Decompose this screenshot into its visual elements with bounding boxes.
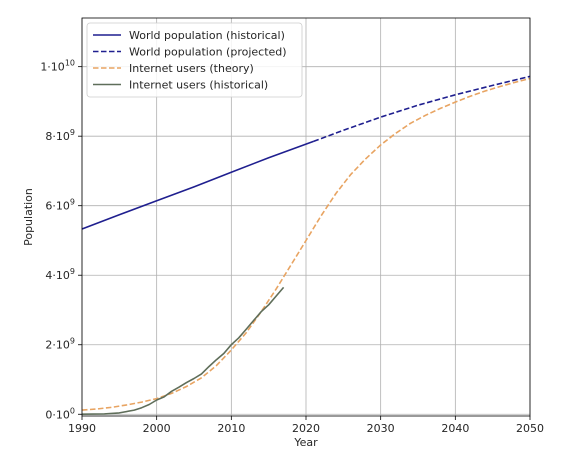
legend-box [86, 22, 303, 98]
series-line-internet-users-historical [81, 286, 285, 415]
x-tick-label: 1990 [68, 422, 96, 435]
x-axis-label: Year [293, 436, 318, 449]
series-layer [81, 75, 531, 415]
x-tick-label: 2040 [441, 422, 469, 435]
x-tick-label: 2050 [516, 422, 544, 435]
series-line-world-population-historical [81, 140, 314, 230]
x-tick-label: 2000 [143, 422, 171, 435]
series-line-internet-users-theory [81, 77, 531, 411]
y-tick-label: 4·109 [45, 267, 75, 282]
legend-label-world-population-historical: World population (historical) [129, 29, 285, 42]
y-tick-label: 6·109 [45, 198, 75, 213]
y-tick-label: 1·1010 [40, 59, 75, 74]
series-line-world-population-projected [313, 75, 531, 143]
y-axis-ticks: 0·100 2·109 4·109 6·109 8·109 1·1010 [40, 59, 82, 421]
legend: World population (historical) World popul… [86, 22, 303, 98]
y-tick-label: 0·100 [45, 406, 75, 421]
legend-label-world-population-projected: World population (projected) [129, 46, 287, 59]
x-tick-label: 2020 [292, 422, 320, 435]
y-axis-label: Population [22, 188, 35, 246]
y-tick-label: 8·109 [45, 128, 75, 143]
y-tick-label: 2·109 [45, 337, 75, 352]
x-tick-label: 2010 [217, 422, 245, 435]
x-tick-label: 2030 [367, 422, 395, 435]
x-axis-ticks: 1990 2000 2010 2020 2030 2040 2050 [68, 416, 544, 435]
legend-label-internet-users-historical: Internet users (historical) [129, 79, 268, 92]
legend-label-internet-users-theory: Internet users (theory) [129, 62, 254, 75]
